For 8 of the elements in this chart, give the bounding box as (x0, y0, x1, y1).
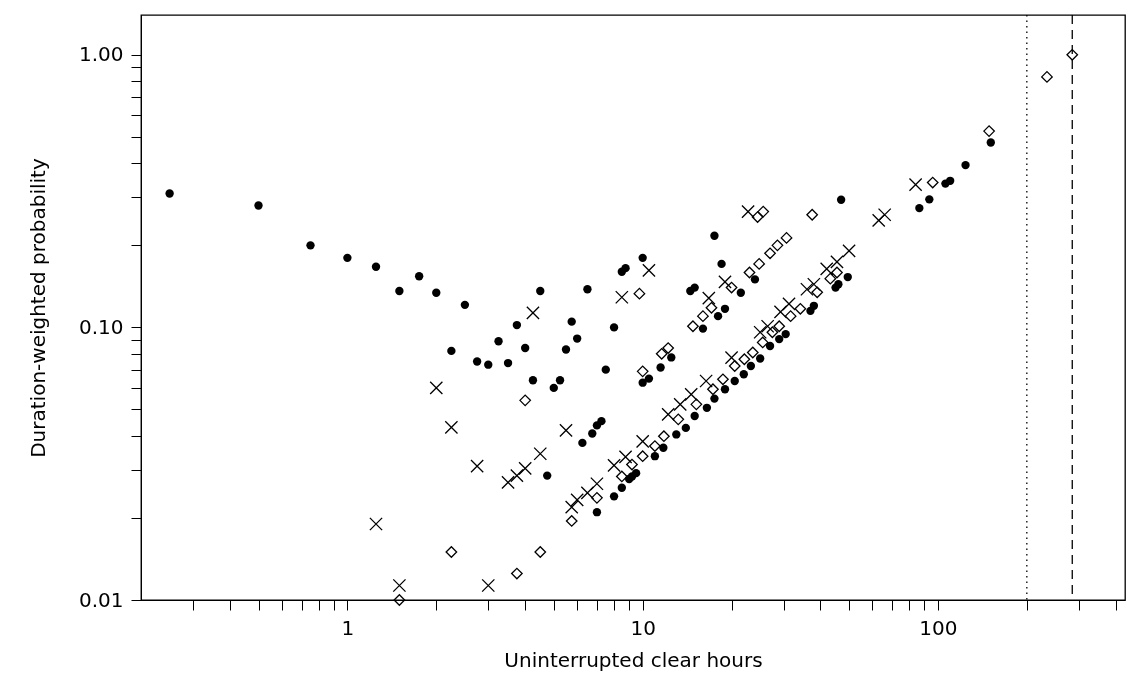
x-tick-label: 100 (919, 615, 958, 640)
x-tick-label: 10 (630, 615, 656, 640)
y-tick-label: 0.10 (78, 314, 124, 339)
y-tick-label: 0.01 (78, 587, 124, 612)
y-axis-title: Duration-weighted probability (25, 158, 50, 458)
x-axis-title: Uninterrupted clear hours (504, 647, 763, 672)
x-tick-label: 1 (341, 615, 355, 640)
y-tick-label: 1.00 (78, 42, 124, 67)
